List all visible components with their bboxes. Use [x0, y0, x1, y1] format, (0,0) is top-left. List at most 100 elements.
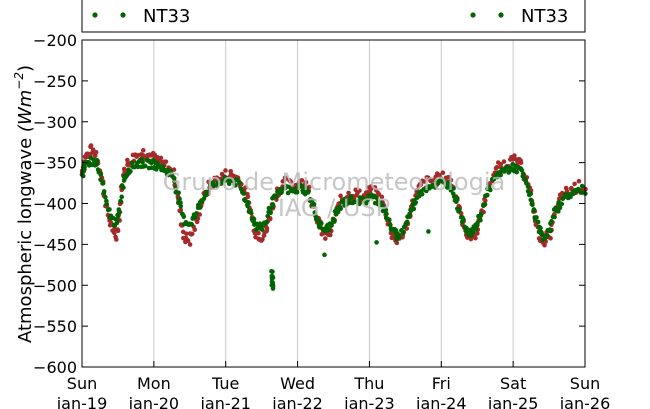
data-point	[274, 194, 279, 200]
y-tick-label: −400	[33, 195, 77, 214]
data-point	[579, 183, 585, 189]
x-tick-label-date: jan-26	[559, 394, 611, 409]
x-axis: Sunjan-19Monjan-20Tuejan-21Wedjan-22Thuj…	[56, 361, 611, 409]
data-point	[348, 195, 354, 200]
data-point	[305, 190, 311, 195]
data-point	[518, 160, 524, 166]
data-point	[280, 179, 286, 184]
x-tick-label-day: Tue	[211, 374, 239, 393]
data-point	[116, 207, 122, 212]
data-point	[494, 164, 500, 170]
data-point	[495, 174, 500, 180]
data-point	[559, 201, 565, 207]
data-point	[241, 191, 246, 196]
data-point	[535, 219, 541, 225]
data-point	[473, 235, 478, 241]
legend-marker	[120, 12, 126, 18]
x-gridlines	[153, 40, 514, 367]
data-point	[303, 179, 309, 185]
series-1	[79, 155, 588, 291]
data-point	[288, 179, 294, 184]
data-point	[386, 217, 392, 223]
data-point	[328, 232, 333, 238]
y-tick-label: −200	[33, 31, 77, 50]
data-point	[181, 214, 187, 220]
data-point	[206, 189, 211, 195]
data-point	[365, 196, 371, 202]
y-axis-title-exponent: −2	[12, 72, 26, 90]
data-point	[413, 200, 419, 205]
x-tick-label-date: jan-25	[487, 394, 539, 409]
y-tick-label: −600	[33, 358, 77, 377]
data-point	[548, 228, 553, 234]
data-point	[512, 153, 517, 158]
data-point	[112, 230, 117, 236]
y-axis-title: Atmospheric longwave (Wm−2)	[12, 65, 36, 343]
data-point	[214, 175, 220, 181]
data-point	[130, 160, 135, 166]
data-point	[531, 207, 537, 212]
data-point	[528, 191, 534, 197]
x-tick-label-day: Sun	[67, 374, 97, 393]
data-point	[368, 184, 374, 189]
data-point	[178, 207, 184, 213]
data-point	[172, 179, 177, 184]
data-point	[432, 185, 438, 190]
data-point	[426, 229, 431, 234]
data-point	[270, 202, 276, 207]
data-point	[311, 201, 317, 207]
data-point	[504, 164, 510, 170]
data-point	[478, 217, 483, 223]
data-point	[326, 227, 332, 233]
data-point	[264, 219, 269, 225]
data-point	[260, 237, 265, 242]
data-point	[440, 170, 446, 176]
data-point	[338, 193, 343, 199]
data-point	[552, 214, 557, 220]
data-point	[568, 194, 573, 200]
y-axis-title-unit: (Wm	[15, 90, 36, 132]
data-point	[104, 202, 110, 207]
data-point	[583, 186, 588, 192]
data-point	[529, 200, 535, 206]
data-point	[94, 157, 100, 163]
data-point	[299, 177, 305, 183]
data-point	[177, 196, 182, 202]
data-point	[498, 172, 503, 178]
data-point	[140, 159, 145, 165]
data-point	[245, 203, 250, 209]
data-point	[189, 231, 195, 237]
data-point	[233, 183, 238, 188]
x-tick-label-date: jan-24	[415, 394, 467, 409]
data-point	[309, 198, 315, 203]
data-point	[470, 230, 476, 235]
data-point	[424, 188, 429, 194]
y-tick-label: −550	[33, 317, 77, 336]
data-point	[160, 164, 166, 170]
data-point	[379, 194, 385, 200]
data-point	[173, 185, 178, 191]
data-point	[454, 195, 460, 201]
data-point	[108, 220, 114, 225]
data-point	[534, 215, 539, 220]
data-point	[185, 238, 191, 244]
data-point	[178, 203, 184, 209]
data-point	[88, 143, 94, 148]
data-point	[491, 176, 497, 182]
data-point	[387, 222, 393, 228]
data-point	[501, 159, 507, 164]
data-point	[421, 179, 427, 184]
data-point	[100, 181, 106, 186]
data-point	[451, 186, 456, 191]
data-point	[520, 171, 526, 176]
series-layer	[79, 143, 588, 291]
data-point	[114, 217, 120, 223]
data-point	[323, 236, 328, 241]
data-point	[294, 190, 300, 195]
data-point	[223, 168, 228, 173]
data-point	[118, 198, 123, 204]
legend-marker	[92, 12, 98, 18]
data-point	[545, 233, 550, 238]
data-point	[194, 211, 199, 216]
data-point	[346, 190, 351, 196]
